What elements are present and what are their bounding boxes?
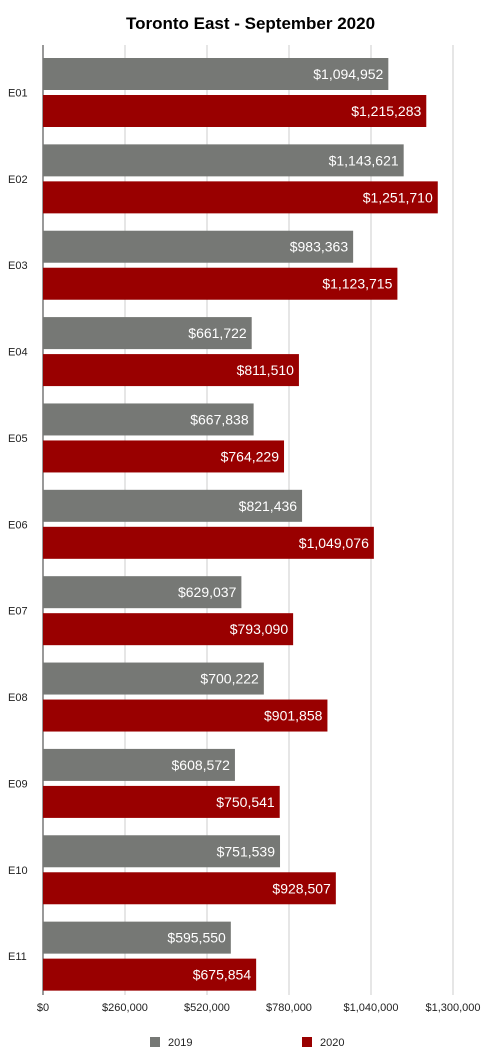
category-label: E03 bbox=[8, 260, 28, 272]
bar-2020-E05 bbox=[43, 440, 285, 473]
data-label: $629,037 bbox=[178, 584, 237, 600]
legend: 2019 2020 bbox=[150, 1037, 344, 1049]
bar-2020-E04 bbox=[43, 354, 299, 387]
data-label: $1,143,621 bbox=[329, 152, 399, 168]
data-label: $1,251,710 bbox=[363, 189, 433, 205]
x-tick-label: $260,000 bbox=[102, 1002, 148, 1014]
data-label: $1,123,715 bbox=[322, 276, 392, 292]
x-tick-label: $780,000 bbox=[266, 1002, 312, 1014]
bar-2020-E10 bbox=[43, 872, 336, 905]
bar-2020-E02 bbox=[43, 181, 438, 214]
data-label: $595,550 bbox=[167, 930, 226, 946]
x-tick-label: $1,040,000 bbox=[343, 1002, 398, 1014]
bar-2020-E07 bbox=[43, 613, 294, 646]
data-label: $675,854 bbox=[193, 967, 252, 983]
category-label: E04 bbox=[8, 347, 28, 359]
data-label: $811,510 bbox=[237, 362, 295, 378]
bar-2019-E09 bbox=[43, 748, 235, 781]
data-label: $764,229 bbox=[221, 448, 280, 464]
bar-2019-E01 bbox=[43, 58, 389, 90]
bar-2019-E04 bbox=[43, 317, 252, 350]
bars: $1,094,952 $1,215,283 $1,143,621 $1,251,710… bbox=[43, 58, 438, 991]
category-label: E10 bbox=[8, 865, 28, 877]
data-label: $608,572 bbox=[172, 757, 231, 773]
legend-swatch-2019 bbox=[150, 1037, 160, 1047]
legend-label: 2019 bbox=[168, 1037, 192, 1049]
bar-2020-E08 bbox=[43, 699, 328, 732]
category-label: E06 bbox=[8, 519, 28, 531]
bar-2019-E07 bbox=[43, 576, 242, 609]
bar-2019-E11 bbox=[43, 921, 231, 954]
category-label: E05 bbox=[8, 433, 28, 445]
x-tick-label: $0 bbox=[37, 1002, 49, 1014]
bar-2020-E11 bbox=[43, 958, 257, 991]
data-label: $901,858 bbox=[264, 708, 323, 724]
category-label: E08 bbox=[8, 692, 28, 704]
bar-2020-E03 bbox=[43, 267, 398, 300]
x-tick-label: $1,300,000 bbox=[425, 1002, 480, 1014]
bar-2019-E06 bbox=[43, 489, 303, 522]
legend-label: 2020 bbox=[320, 1037, 344, 1049]
data-label: $1,094,952 bbox=[313, 66, 383, 82]
bar-2019-E10 bbox=[43, 835, 281, 868]
category-label: E09 bbox=[8, 778, 28, 790]
category-label: E01 bbox=[8, 88, 28, 100]
data-label: $750,541 bbox=[216, 794, 275, 810]
chart-title: Toronto East - September 2020 bbox=[125, 14, 376, 33]
data-label: $1,215,283 bbox=[351, 103, 421, 119]
data-label: $661,722 bbox=[188, 325, 247, 341]
category-label: E07 bbox=[8, 606, 28, 618]
category-label: E11 bbox=[8, 951, 27, 963]
data-label: $667,838 bbox=[190, 411, 249, 427]
bar-2020-E09 bbox=[43, 785, 280, 818]
category-labels: E01 E02 E03 E04 E05 E06 E07 E08 E09 E10 E11 bbox=[8, 88, 28, 964]
x-axis-ticks: $0 $260,000 $520,000 $780,000 $1,040,000 $1,3… bbox=[37, 1002, 481, 1014]
data-label: $751,539 bbox=[217, 843, 276, 859]
bar-2019-E05 bbox=[43, 403, 254, 436]
data-label: $821,436 bbox=[239, 498, 298, 514]
bar-2020-E06 bbox=[43, 526, 374, 559]
bar-2019-E03 bbox=[43, 230, 354, 263]
x-tick-label: $520,000 bbox=[184, 1002, 230, 1014]
bar-2020-E01 bbox=[43, 95, 427, 127]
data-label: $793,090 bbox=[230, 621, 289, 637]
bar-2019-E02 bbox=[43, 144, 404, 177]
data-label: $983,363 bbox=[290, 239, 349, 255]
legend-swatch-2020 bbox=[302, 1037, 312, 1047]
data-label: $928,507 bbox=[272, 880, 331, 896]
data-label: $1,049,076 bbox=[299, 535, 369, 551]
category-label: E02 bbox=[8, 174, 28, 186]
bar-2019-E08 bbox=[43, 662, 264, 695]
data-label: $700,222 bbox=[200, 671, 259, 687]
